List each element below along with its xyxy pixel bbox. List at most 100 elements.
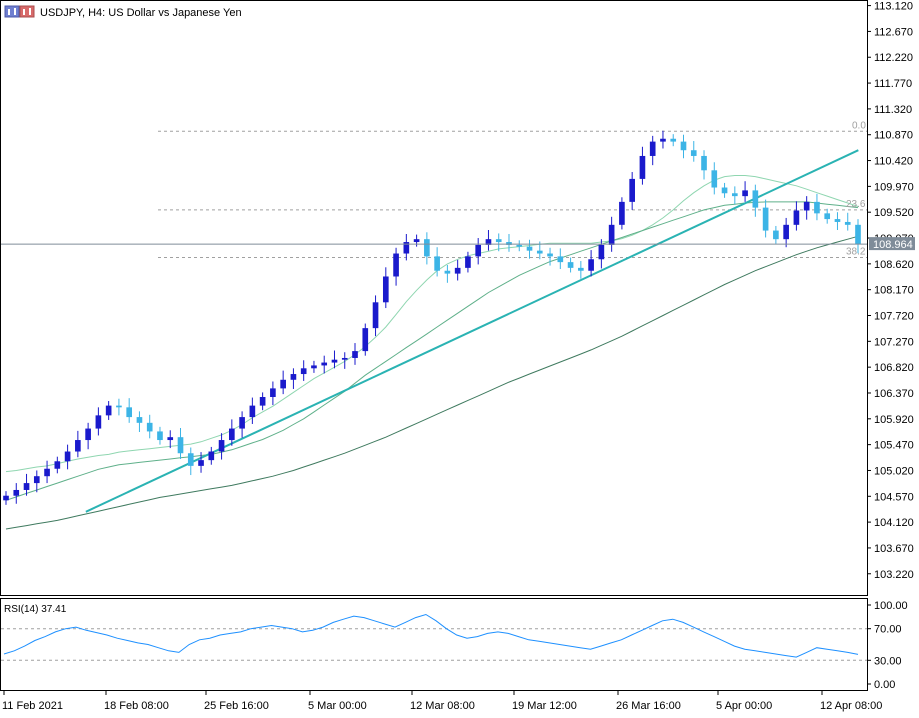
candle-body [516, 244, 523, 247]
candle-body [742, 190, 748, 197]
candle-body [454, 267, 461, 274]
candle-body [824, 213, 831, 220]
price-tick-label: 105.470 [874, 440, 914, 452]
candle-body [639, 155, 646, 179]
candle-body [567, 262, 574, 268]
candle-body [485, 239, 492, 245]
candle-body [619, 201, 625, 225]
time-tick-label: 25 Feb 16:00 [204, 700, 269, 712]
candle-body [403, 242, 410, 254]
candle-body [85, 428, 91, 441]
price-tick-label: 105.920 [874, 414, 914, 426]
price-tick-label: 109.520 [874, 207, 914, 219]
moving-average-line [5, 235, 859, 530]
candle-body [136, 417, 143, 423]
time-tick-label: 12 Apr 08:00 [820, 700, 882, 712]
candle-body [157, 431, 163, 441]
candle-body [834, 219, 841, 222]
candle-body [331, 359, 338, 363]
rsi-layer [1, 613, 867, 661]
candle-body [198, 460, 204, 466]
candle-body [311, 365, 317, 369]
candle-body [54, 461, 61, 469]
candle-body [598, 244, 605, 260]
candle-body [670, 138, 677, 142]
candle-body [762, 207, 769, 231]
candle-body [424, 239, 430, 257]
time-tick-label: 26 Mar 16:00 [616, 700, 681, 712]
time-tick-label: 11 Feb 2021 [2, 700, 63, 712]
chart-window-icon [4, 5, 35, 18]
price-tick-label: 109.970 [874, 181, 914, 193]
candle-body [701, 155, 707, 171]
candle-body [167, 437, 174, 441]
candle-body [177, 437, 184, 454]
candle-body [536, 250, 543, 254]
candle-body [259, 397, 266, 406]
price-tick-label: 107.270 [874, 336, 914, 348]
candle-body [588, 259, 594, 271]
time-axis: 11 Feb 2021 18 Feb 08:00 25 Feb 16:00 5 Mar… [2, 690, 882, 712]
rsi-axis: 100.00 70.00 30.00 0.00 [867, 600, 908, 691]
current-price-label: 108.964 [873, 239, 913, 251]
candle-body [413, 239, 420, 243]
price-axis: 113.120 112.670 112.220 111.770 111.320 110.8… [867, 1, 914, 581]
price-tick-label: 108.170 [874, 285, 914, 297]
candle-body [855, 224, 861, 245]
candle-body [793, 210, 800, 225]
candle-body [105, 405, 112, 416]
candles-layer [3, 130, 861, 505]
candle-body [773, 230, 779, 240]
trendline-layer [85, 149, 859, 513]
candle-body [814, 201, 820, 214]
price-tick-label: 108.620 [874, 259, 914, 271]
price-tick-label: 110.420 [874, 156, 913, 168]
price-tick-label: 112.220 [874, 52, 913, 64]
candle-body [64, 451, 71, 462]
price-tick-label: 105.020 [874, 465, 914, 477]
candle-body [280, 379, 286, 389]
fib-label-0: 0.0 [852, 120, 866, 131]
candle-body [434, 256, 440, 271]
fib-label-23: 23.6 [846, 199, 866, 210]
rsi-panel-frame [0, 598, 868, 691]
candle-body [731, 193, 738, 197]
candle-body [229, 428, 235, 441]
candle-body [721, 187, 728, 194]
candle-body [444, 270, 451, 274]
candle-body [44, 468, 50, 477]
candle-body [475, 244, 482, 257]
candle-body [208, 451, 215, 461]
candle-body [803, 201, 810, 211]
candle-body [752, 190, 759, 208]
time-tick-label: 19 Mar 12:00 [512, 700, 577, 712]
candle-body [690, 150, 697, 156]
candle-body [465, 256, 471, 268]
price-tick-label: 111.320 [874, 104, 912, 116]
price-tick-label: 110.870 [874, 130, 913, 142]
candle-body [33, 476, 40, 484]
candle-body [608, 224, 615, 245]
candle-body [13, 489, 20, 496]
candle-body [3, 495, 9, 501]
current-price-label-bg [869, 237, 915, 251]
trendline [85, 149, 859, 513]
candle-body [249, 405, 256, 418]
candle-body [372, 302, 379, 329]
candle-body [75, 440, 81, 452]
candle-body [393, 253, 399, 277]
candle-body [146, 422, 153, 432]
candle-body [362, 328, 369, 352]
rsi-label: RSI(14) 37.41 [4, 604, 67, 615]
rsi-tick-label: 100.00 [874, 600, 908, 612]
rsi-tick-label: 30.00 [874, 655, 902, 667]
candle-body [270, 388, 276, 397]
candle-body [321, 362, 328, 366]
candle-body [844, 221, 851, 225]
time-tick-label: 18 Feb 08:00 [104, 700, 169, 712]
candle-body [649, 141, 656, 156]
candle-body [382, 276, 389, 303]
candle-body [506, 242, 512, 245]
